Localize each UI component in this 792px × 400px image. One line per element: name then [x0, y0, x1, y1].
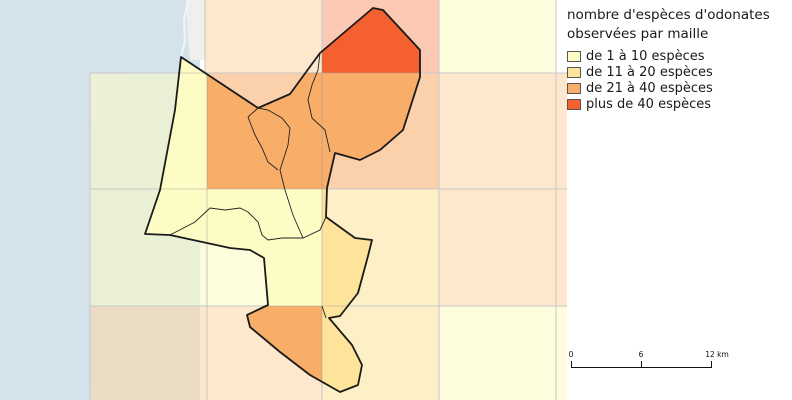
grid-cell: [205, 0, 322, 73]
grid-cell: [439, 306, 556, 400]
legend-swatch: [567, 66, 581, 78]
coast-band: [186, 0, 205, 60]
scale-tick: [571, 361, 572, 368]
legend-label: plus de 40 espèces: [586, 96, 712, 112]
grid-cell: [556, 73, 567, 189]
legend: nombre d'espèces d'odonates observées pa…: [567, 6, 787, 112]
scale-label-0: 0: [568, 350, 574, 359]
scale-tick: [711, 361, 712, 368]
grid-cell: [556, 189, 567, 306]
grid-cell: [439, 0, 556, 73]
scale-label-12: 12 km: [705, 350, 729, 359]
legend-item: de 11 à 20 espèces: [567, 64, 787, 80]
legend-item: de 1 à 10 espèces: [567, 48, 787, 64]
legend-swatch: [567, 82, 581, 94]
legend-title-line-2: observées par maille: [567, 26, 709, 42]
grid-cell: [439, 189, 556, 306]
scale-tick: [641, 361, 642, 368]
legend-title: nombre d'espèces d'odonates observées pa…: [567, 6, 787, 44]
scale-bar: 0 6 12 km: [567, 350, 729, 380]
legend-background: [567, 0, 792, 400]
scale-label-6: 6: [638, 350, 644, 359]
legend-item: de 21 à 40 espèces: [567, 80, 787, 96]
legend-label: de 1 à 10 espèces: [586, 48, 705, 64]
legend-item: plus de 40 espèces: [567, 96, 787, 112]
legend-title-line-1: nombre d'espèces d'odonates: [567, 7, 770, 23]
grid-cell: [556, 306, 567, 400]
study-area-boundary: [144, 7, 421, 393]
municipal-boundaries: [169, 52, 331, 319]
legend-label: de 21 à 40 espèces: [586, 80, 713, 96]
coastline: [180, 0, 189, 59]
grid-cell: [439, 73, 556, 189]
legend-swatch: [567, 50, 581, 62]
legend-label: de 11 à 20 espèces: [586, 64, 713, 80]
legend-swatch: [567, 98, 581, 110]
grid-cell: [90, 306, 207, 400]
